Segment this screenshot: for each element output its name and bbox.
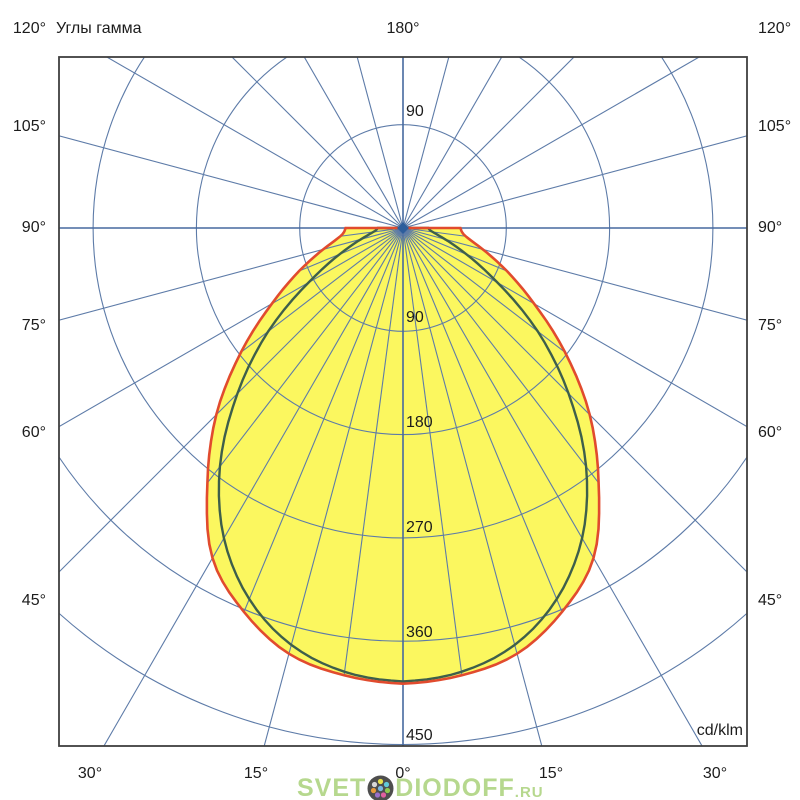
radial-tick-label: 180 xyxy=(406,414,433,431)
gamma-grid-line xyxy=(402,57,503,229)
gamma-label-left: 75° xyxy=(21,317,46,334)
gamma-label-left: 105° xyxy=(12,118,46,135)
gamma-grid-line xyxy=(231,57,404,229)
gamma-label-bottom: 30° xyxy=(77,765,103,782)
gamma-grid-line xyxy=(59,227,404,428)
gamma-inner-ray xyxy=(402,227,563,613)
gamma-grid-line xyxy=(263,227,404,746)
gamma-label-right: 45° xyxy=(758,592,783,609)
gamma-grid-line xyxy=(402,57,701,229)
gamma-inner-ray xyxy=(402,227,463,676)
gamma-inner-ray xyxy=(402,227,508,272)
gamma-label-left: 45° xyxy=(21,592,46,609)
gamma-grid-line xyxy=(105,57,404,229)
unit-label: cd/klm xyxy=(696,722,743,739)
watermark-text-2: DIODOFF xyxy=(395,774,515,800)
gamma-label-right: 105° xyxy=(758,118,792,135)
gamma-label-right: 60° xyxy=(758,424,783,441)
chart-title: Углы гамма xyxy=(56,20,142,37)
gamma-grid-line xyxy=(402,57,450,229)
watermark-text-1: SVET xyxy=(297,774,367,800)
gamma-grid-line xyxy=(402,135,747,229)
gamma-grid-line xyxy=(402,227,747,428)
gamma-label-right: 90° xyxy=(758,219,783,236)
top-axis-label: 180° xyxy=(386,20,420,37)
watermark-dotted-circle-logo xyxy=(367,775,394,800)
gamma-grid-line xyxy=(402,57,575,229)
plot-frame xyxy=(58,56,748,747)
gamma-grid-line xyxy=(356,57,404,229)
radial-tick-label: 90 xyxy=(406,103,424,120)
watermark-tld: .RU xyxy=(514,784,544,800)
radial-tick-label: 270 xyxy=(406,519,433,536)
intensity-curve-c0 xyxy=(205,226,601,686)
gamma-inner-ray xyxy=(402,227,600,484)
gamma-inner-ray xyxy=(243,227,404,613)
gamma-label-bottom: 30° xyxy=(702,765,728,782)
intensity-curve-c90 xyxy=(217,226,589,683)
gamma-grid-line xyxy=(402,227,543,746)
gamma-grid-line xyxy=(402,227,747,573)
gamma-label-left: 90° xyxy=(21,219,46,236)
radial-tick-label: 450 xyxy=(406,727,433,744)
radial-tick-label: 360 xyxy=(406,624,433,641)
gamma-label-left: 60° xyxy=(21,424,46,441)
gamma-grid-line xyxy=(402,227,747,321)
gamma-label-bottom: 15° xyxy=(538,765,564,782)
gamma-grid-line xyxy=(103,227,404,746)
gamma-grid-line xyxy=(59,135,404,229)
gamma-grid-line xyxy=(303,57,404,229)
gamma-grid-line xyxy=(402,227,703,746)
gamma-inner-ray xyxy=(343,227,404,676)
gamma-grid-line xyxy=(59,227,404,573)
gamma-grid-line xyxy=(59,227,404,321)
gamma-label-bottom: 0° xyxy=(395,765,411,782)
gamma-inner-ray xyxy=(206,227,404,484)
pole-marker xyxy=(397,222,409,234)
corner-label-top-right: 120° xyxy=(758,20,792,37)
gamma-inner-ray xyxy=(298,227,404,272)
corner-label-top-left: 120° xyxy=(12,20,46,37)
gamma-label-bottom: 15° xyxy=(243,765,269,782)
radial-tick-label: 90 xyxy=(406,309,424,326)
watermark: SVET DIODOFF .RU xyxy=(297,774,544,800)
gamma-label-right: 75° xyxy=(758,317,783,334)
